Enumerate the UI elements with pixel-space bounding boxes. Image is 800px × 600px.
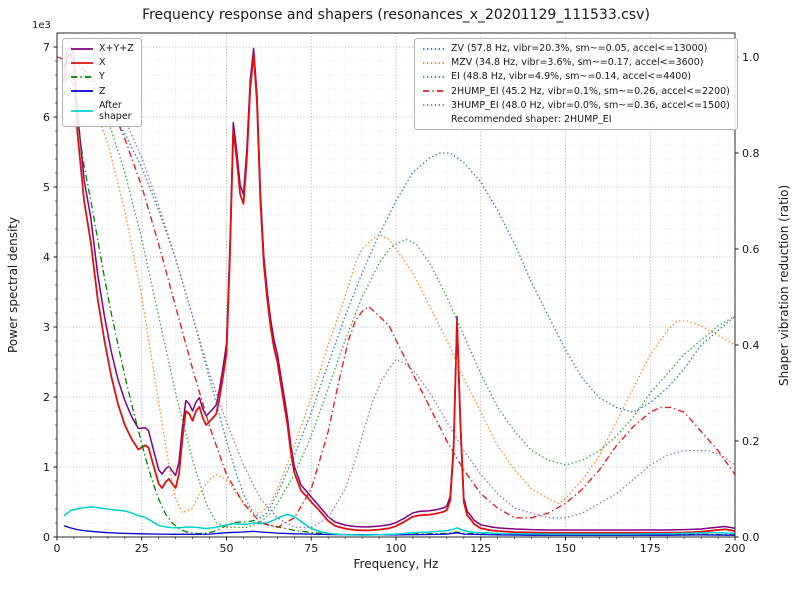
legend-line-sample [71, 61, 93, 64]
axis-tick-labels: 0 25 50 75 100 125 150 175 200 0 1 2 3 4 5 6 7 0.0 0.2 0.4 0… [43, 41, 760, 555]
legend-entry: EI (48.8 Hz, vibr=4.9%, sm~=0.14, accel<… [422, 71, 730, 82]
left-y-tick-label: 6 [43, 111, 50, 124]
legend-label: ZV (57.8 Hz, vibr=20.3%, sm~=0.05, accel… [451, 43, 708, 54]
x-tick-label: 0 [54, 542, 61, 555]
legend-label: X+Y+Z [99, 43, 134, 54]
legend-note-label: Recommended shaper: 2HUMP_EI [451, 114, 612, 126]
legend-line-sample [71, 90, 93, 93]
x-axis-label: Frequency, Hz [353, 557, 439, 571]
x-tick-label: 100 [386, 542, 407, 555]
x-tick-label: 150 [555, 542, 576, 555]
legend-entry: 2HUMP_EI (45.2 Hz, vibr=0.1%, sm~=0.26, … [422, 86, 730, 97]
legend-label: EI (48.8 Hz, vibr=4.9%, sm~=0.14, accel<… [451, 71, 692, 83]
legend-entry: ZV (57.8 Hz, vibr=20.3%, sm~=0.05, accel… [422, 43, 730, 54]
legend-recommended-note: Recommended shaper: 2HUMP_EI [422, 114, 730, 125]
x-tick-label: 125 [470, 542, 491, 555]
x-tick-label: 25 [135, 542, 149, 555]
legend-shapers: ZV (57.8 Hz, vibr=20.3%, sm~=0.05, accel… [414, 38, 738, 131]
chart-title: Frequency response and shapers (resonanc… [142, 7, 650, 23]
psd-curve-x+y+z [63, 46, 735, 531]
right-y-tick-label: 0.4 [742, 339, 760, 352]
left-y-tick-label: 7 [43, 41, 50, 54]
shaper-curve-mzv [57, 56, 735, 514]
left-y-tick-label: 4 [43, 251, 50, 264]
psd-curve-after-shaper [63, 506, 735, 536]
left-y-tick-label: 2 [43, 391, 50, 404]
psd-curve-z [63, 525, 735, 536]
legend-label: Y [99, 71, 105, 83]
legend-entry: 3HUMP_EI (48.0 Hz, vibr=0.0%, sm~=0.36, … [422, 100, 730, 111]
psd-curve-x [62, 53, 735, 534]
legend-line-sample [71, 47, 93, 50]
legend-label: X [99, 57, 106, 69]
shaper-curve-ei [57, 56, 735, 529]
x-tick-label: 200 [725, 542, 746, 555]
legend-label: MZV (34.8 Hz, vibr=3.6%, sm~=0.17, accel… [451, 57, 704, 69]
x-tick-label: 175 [640, 542, 661, 555]
plot-border [56, 32, 736, 538]
legend-entry: MZV (34.8 Hz, vibr=3.6%, sm~=0.17, accel… [422, 57, 730, 68]
psd-curve-y [63, 74, 735, 536]
shaper-curve-zv [57, 56, 735, 519]
left-axis-label: Power spectral density [6, 216, 20, 354]
left-y-tick-label: 1 [43, 461, 50, 474]
x-tick-label: 50 [220, 542, 234, 555]
legend-line-sample [423, 47, 445, 50]
legend-line-sample [423, 90, 445, 93]
x-tick-label: 75 [304, 542, 318, 555]
legend-entry: Y [70, 71, 134, 82]
right-y-tick-label: 0.8 [742, 147, 760, 160]
legend-entry: X+Y+Z [70, 43, 134, 54]
left-y-tick-label: 0 [43, 531, 50, 544]
legend-label: Z [99, 85, 106, 97]
legend-label: 2HUMP_EI (45.2 Hz, vibr=0.1%, sm~=0.26, … [451, 85, 730, 97]
legend-line-sample [71, 76, 93, 78]
legend-line-sample [423, 76, 445, 78]
legend-entry: X [70, 57, 134, 68]
legend-entry: Z [70, 86, 134, 97]
right-y-tick-label: 0.2 [742, 435, 760, 448]
left-y-tick-label: 5 [43, 181, 50, 194]
psd-curves [62, 46, 735, 536]
legend-line-sample [423, 61, 445, 64]
right-y-tick-label: 0.0 [742, 531, 760, 544]
legend-line-sample [423, 104, 445, 107]
right-axis-label: Shaper vibration reduction (ratio) [777, 184, 791, 386]
legend-psd: X+Y+Z X Y Z After shaper [62, 38, 142, 128]
shaper-curves [57, 56, 735, 529]
legend-label: After shaper [99, 99, 132, 123]
right-y-tick-label: 1.0 [742, 51, 760, 64]
legend-label: 3HUMP_EI (48.0 Hz, vibr=0.0%, sm~=0.36, … [451, 99, 730, 111]
legend-line-sample [71, 110, 93, 112]
legend-entry: After shaper [70, 100, 134, 122]
left-axis-offset-text: 1e3 [32, 20, 51, 31]
shaper-curve-2hump_ei [57, 56, 735, 529]
right-y-tick-label: 0.6 [742, 243, 760, 256]
left-y-tick-label: 3 [43, 321, 50, 334]
